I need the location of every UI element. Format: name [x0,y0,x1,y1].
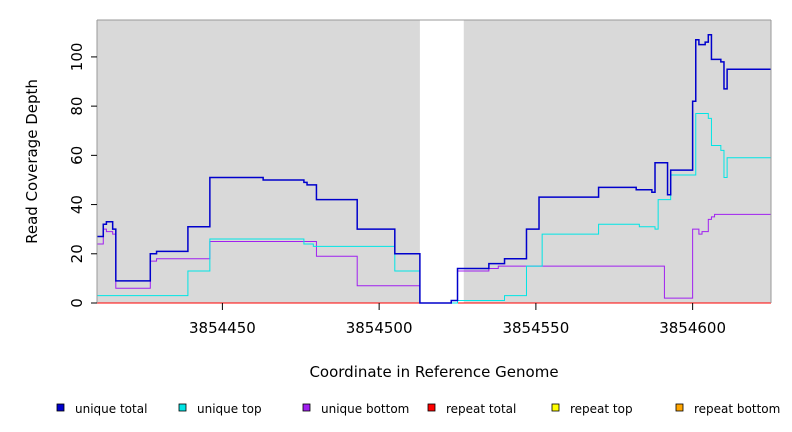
series-line-unique-top [97,113,771,304]
legend-swatch-repeat-top [551,403,560,412]
legend-label-repeat-top: repeat top [570,402,633,416]
y-tick-label: 60 [68,146,86,165]
x-axis-title: Coordinate in Reference Genome [309,363,558,381]
legend-swatch-unique-total [56,403,65,412]
x-tick-label: 3854500 [346,319,413,337]
legend: unique total unique top unique bottom repea… [56,402,780,416]
x-tick-label: 3854450 [189,319,256,337]
y-tick-label: 20 [68,244,86,263]
series-line-unique-total [97,34,771,304]
y-tick-label: 80 [68,97,86,116]
legend-label-unique-top: unique top [197,402,262,416]
y-tick-label: 0 [68,298,86,308]
legend-label-repeat-bottom: repeat bottom [694,402,780,416]
y-axis-title: Read Coverage Depth [23,79,41,244]
series-layer [97,34,771,304]
legend-swatch-repeat-total [427,403,436,412]
x-tick-label: 3854550 [502,319,569,337]
legend-label-repeat-total: repeat total [446,402,516,416]
gap-region [419,20,464,303]
legend-swatch-unique-bottom [302,403,311,412]
legend-label-unique-bottom: unique bottom [321,402,409,416]
legend-swatch-unique-top [178,403,187,412]
y-tick-label: 40 [68,195,86,214]
x-tick-label: 3854600 [659,319,726,337]
y-tick-label: 100 [68,43,86,72]
legend-swatch-repeat-bottom [675,403,684,412]
axes: 0 20 40 60 80 100 3854450 3854500 3854550 3854600 [68,19,772,337]
legend-label-unique-total: unique total [75,402,147,416]
